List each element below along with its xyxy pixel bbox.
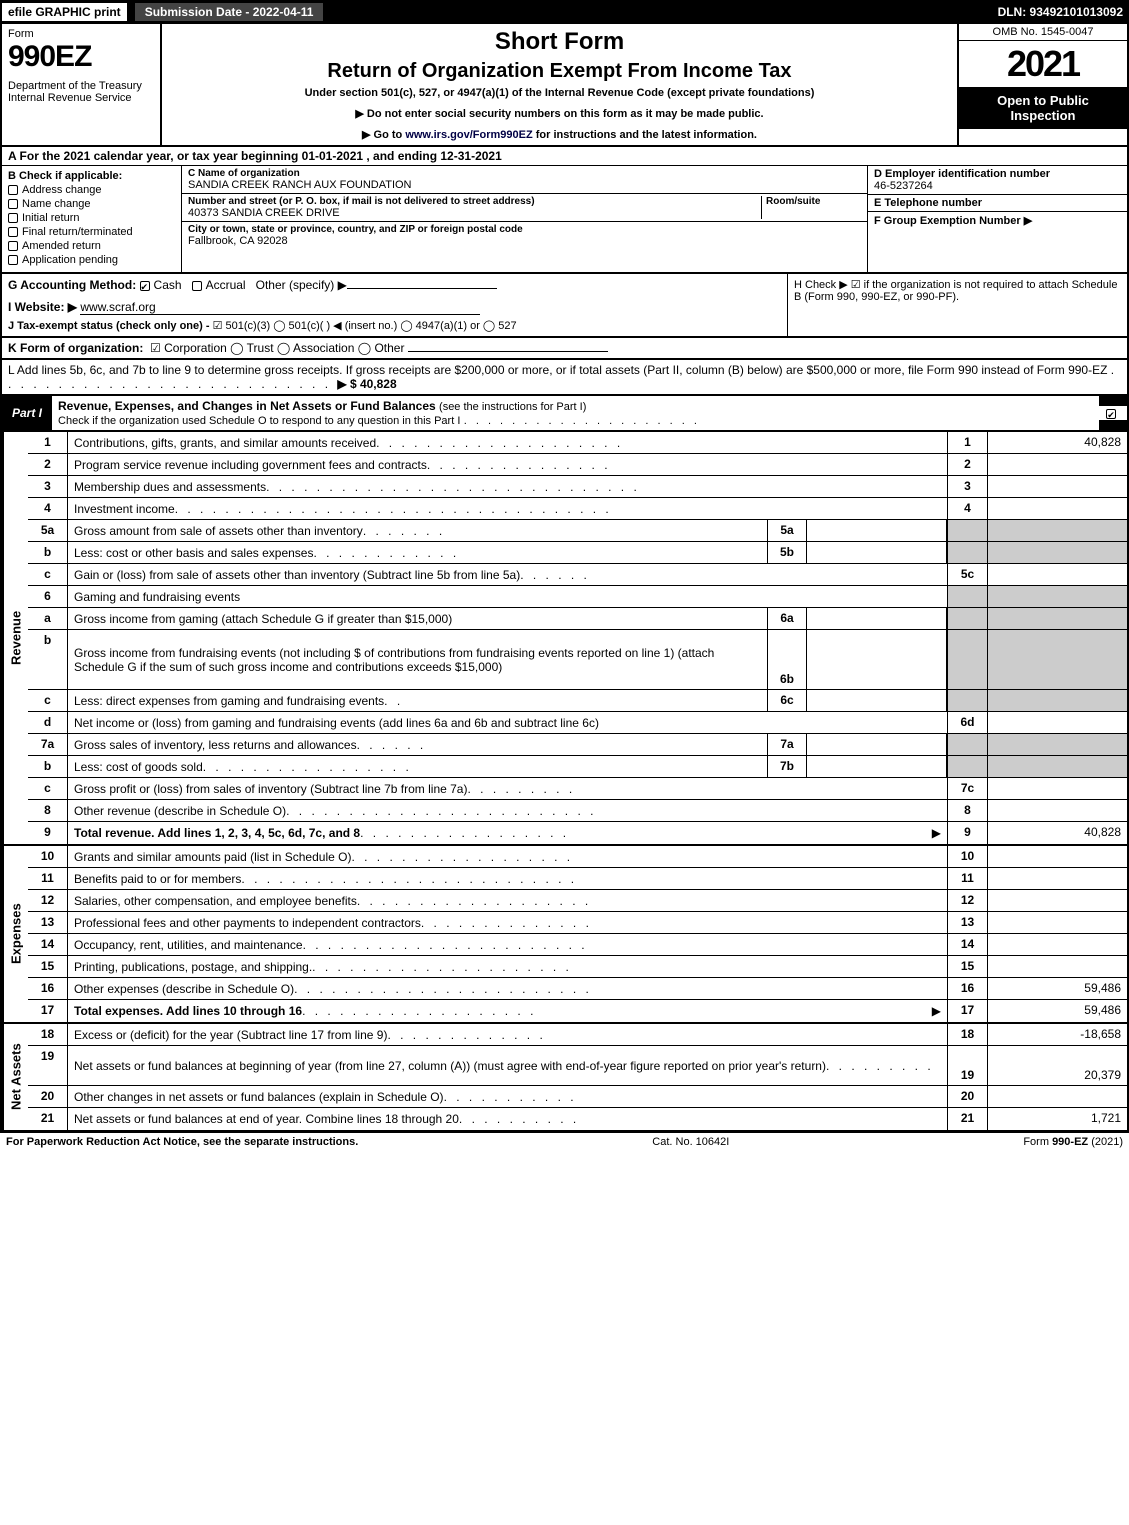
street-label: Number and street (or P. O. box, if mail…: [188, 196, 761, 207]
page-footer: For Paperwork Reduction Act Notice, see …: [0, 1132, 1129, 1151]
col-c: C Name of organization SANDIA CREEK RANC…: [182, 166, 867, 272]
short-form-title: Short Form: [172, 28, 947, 56]
cb-final[interactable]: Final return/terminated: [8, 226, 175, 238]
cb-cash[interactable]: [140, 281, 150, 291]
form-word: Form: [8, 28, 154, 40]
expenses-sidebar: Expenses: [2, 846, 28, 1022]
city: Fallbrook, CA 92028: [188, 235, 861, 247]
revenue-sidebar: Revenue: [2, 432, 28, 844]
ssn-note: ▶ Do not enter social security numbers o…: [172, 107, 947, 120]
submission-date: Submission Date - 2022-04-11: [133, 1, 326, 23]
j-label: J Tax-exempt status (check only one) -: [8, 320, 210, 332]
header-mid: Short Form Return of Organization Exempt…: [162, 24, 957, 145]
header-left: Form 990EZ Department of the Treasury In…: [2, 24, 162, 145]
street: 40373 SANDIA CREEK DRIVE: [188, 207, 761, 219]
group-label: F Group Exemption Number ▶: [874, 214, 1121, 227]
b-label: B Check if applicable:: [8, 170, 175, 182]
ein: 46-5237264: [874, 180, 1121, 192]
omb-number: OMB No. 1545-0047: [959, 24, 1127, 41]
h-text: H Check ▶ ☑ if the organization is not r…: [787, 274, 1127, 336]
part-i-tag: Part I: [2, 403, 52, 423]
form-header: Form 990EZ Department of the Treasury In…: [0, 24, 1129, 147]
section-bcdef: B Check if applicable: Address change Na…: [0, 165, 1129, 274]
part-i-checkbox[interactable]: [1106, 409, 1116, 419]
org-name: SANDIA CREEK RANCH AUX FOUNDATION: [188, 179, 861, 191]
goto-note: ▶ Go to www.irs.gov/Form990EZ for instru…: [172, 128, 947, 141]
netassets-sidebar: Net Assets: [2, 1024, 28, 1130]
col-d: D Employer identification number 46-5237…: [867, 166, 1127, 272]
irs-link[interactable]: www.irs.gov/Form990EZ: [405, 129, 532, 141]
col-b: B Check if applicable: Address change Na…: [2, 166, 182, 272]
part-i-title: Revenue, Expenses, and Changes in Net As…: [58, 399, 436, 413]
website-link[interactable]: www.scraf.org: [80, 300, 480, 315]
efile-label[interactable]: efile GRAPHIC print: [0, 1, 129, 23]
part-i-grid: Revenue 1Contributions, gifts, grants, a…: [0, 432, 1129, 1132]
tel-label: E Telephone number: [874, 197, 1121, 209]
form-number: 990EZ: [8, 40, 154, 74]
room-label: Room/suite: [766, 196, 861, 207]
i-label: I Website: ▶: [8, 300, 77, 314]
cb-amended[interactable]: Amended return: [8, 240, 175, 252]
cb-name[interactable]: Name change: [8, 198, 175, 210]
header-right: OMB No. 1545-0047 2021 Open to Public In…: [957, 24, 1127, 145]
form-title: Return of Organization Exempt From Incom…: [172, 60, 947, 83]
paperwork-notice: For Paperwork Reduction Act Notice, see …: [6, 1136, 358, 1148]
g-label: G Accounting Method:: [8, 278, 136, 292]
form-ref: Form 990-EZ (2021): [1023, 1136, 1123, 1148]
j-opts: ☑ 501(c)(3) ◯ 501(c)( ) ◀ (insert no.) ◯…: [213, 320, 517, 332]
tax-year: 2021: [959, 41, 1127, 87]
cb-initial[interactable]: Initial return: [8, 212, 175, 224]
dln: DLN: 93492101013092: [998, 5, 1129, 19]
cb-pending[interactable]: Application pending: [8, 254, 175, 266]
row-g-h: G Accounting Method: Cash Accrual Other …: [0, 274, 1129, 338]
c-name-label: C Name of organization: [188, 168, 861, 179]
city-label: City or town, state or province, country…: [188, 224, 861, 235]
ein-label: D Employer identification number: [874, 168, 1121, 180]
inspection-label: Open to Public Inspection: [959, 87, 1127, 129]
row-l: L Add lines 5b, 6c, and 7b to line 9 to …: [0, 360, 1129, 396]
form-subtitle: Under section 501(c), 527, or 4947(a)(1)…: [172, 87, 947, 99]
cat-no: Cat. No. 10642I: [358, 1136, 1023, 1148]
cb-address[interactable]: Address change: [8, 184, 175, 196]
department: Department of the Treasury Internal Reve…: [8, 80, 154, 104]
cb-accrual[interactable]: [192, 281, 202, 291]
topbar: efile GRAPHIC print Submission Date - 20…: [0, 0, 1129, 24]
row-k: K Form of organization: ☑ Corporation ◯ …: [0, 338, 1129, 360]
line-a: A For the 2021 calendar year, or tax yea…: [0, 147, 1129, 165]
part-i-header: Part I Revenue, Expenses, and Changes in…: [0, 396, 1129, 432]
